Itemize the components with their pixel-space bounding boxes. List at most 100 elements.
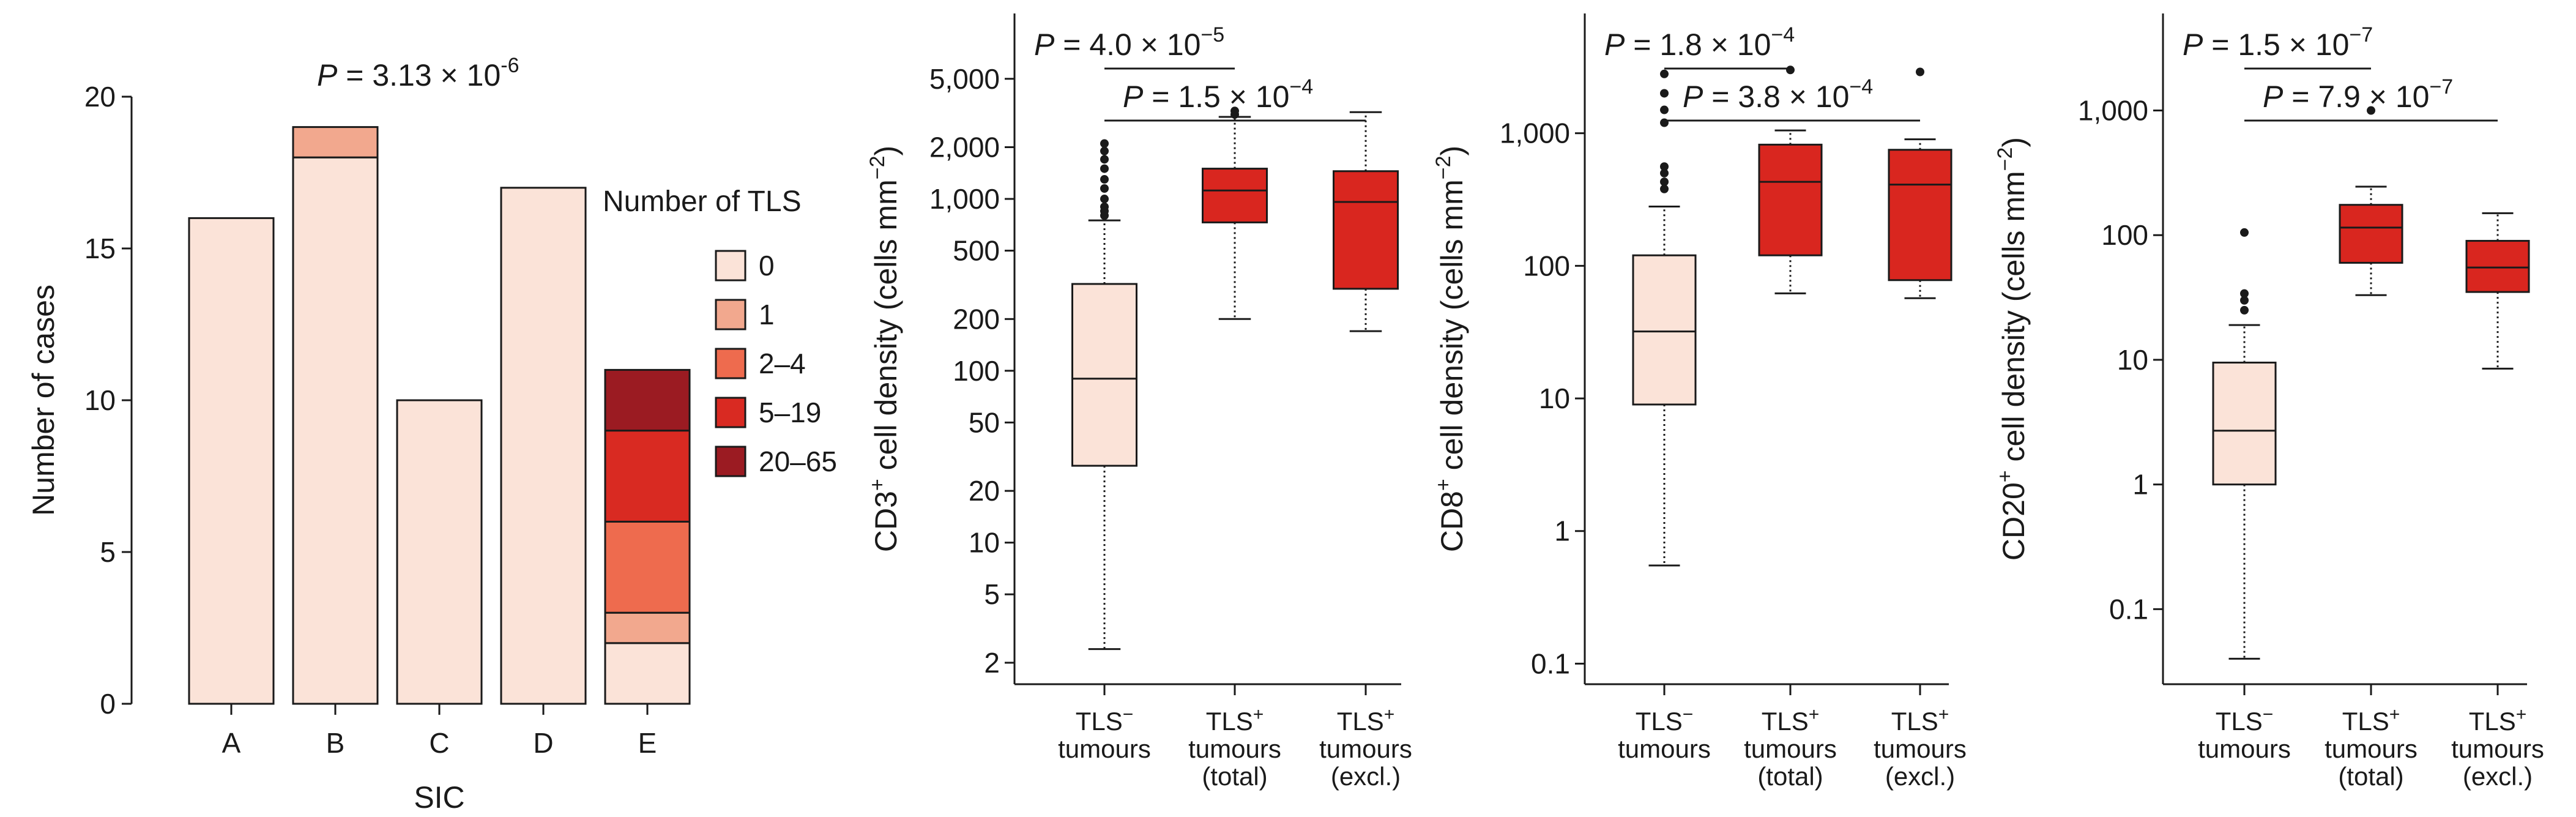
- cd8-box: [1758, 143, 1823, 256]
- cd8-outlier: [1660, 168, 1669, 177]
- sic-bar-segment: [604, 642, 691, 705]
- cd3-y-tick-label: 50: [969, 406, 1000, 438]
- cd8-category-label-line3: (excl.): [1885, 762, 1955, 791]
- sic-y-tick-label: 20: [84, 81, 116, 113]
- cd3-y-tick-label: 100: [953, 355, 1000, 387]
- cd20-outlier: [2240, 296, 2249, 305]
- cd3-outlier: [1230, 106, 1239, 116]
- legend-swatch: [715, 299, 746, 330]
- sic-x-tick-label: C: [429, 727, 449, 759]
- sic-y-tick-label: 0: [100, 688, 116, 720]
- cd3-box: [1071, 283, 1137, 467]
- sic-bar-segment: [500, 187, 587, 705]
- cd20-category-label-line3: (excl.): [2463, 762, 2533, 791]
- cd3-outlier: [1100, 146, 1109, 155]
- sic-p-value: P = 3.13 × 10-6: [317, 54, 519, 92]
- legend-swatch: [715, 250, 746, 282]
- cd3-y-tick-label: 1,000: [929, 183, 1000, 215]
- cd20-category-label-line3: (total): [2338, 762, 2403, 791]
- cd8-y-tick-label: 1,000: [1500, 118, 1570, 149]
- sic-bar-segment: [396, 399, 483, 705]
- legend-label: 5–19: [759, 397, 821, 428]
- cd20-category-label-line2: tumours: [2451, 734, 2544, 763]
- cd20-p-value-1: P = 1.5 × 10−7: [2183, 23, 2373, 62]
- cd20-category-label: TLS+: [2342, 704, 2400, 736]
- cd8-box: [1632, 254, 1697, 406]
- sic-bar-segment: [292, 126, 379, 159]
- cd20-y-tick-label: 10: [2117, 344, 2148, 376]
- cd8-y-tick-label: 10: [1539, 382, 1570, 414]
- sic-y-tick-label: 15: [84, 233, 116, 264]
- sic-bar-segment: [292, 156, 379, 705]
- cd3-category-label-line2: tumours: [1319, 734, 1412, 763]
- legend-label: 20–65: [759, 446, 837, 477]
- cd8-outlier: [1660, 105, 1669, 114]
- cd3-y-tick-label: 5: [984, 578, 1000, 610]
- cd3-y-tick-label: 10: [969, 527, 1000, 559]
- sic-bar-segment: [604, 430, 691, 523]
- cd20-box: [2465, 240, 2530, 293]
- sic-bar-segment: [604, 611, 691, 644]
- cd8-outlier: [1660, 69, 1669, 78]
- sic-y-axis-title: Number of cases: [26, 285, 61, 516]
- cd20-y-tick-label: 1: [2132, 469, 2148, 501]
- cd8-outlier: [1660, 162, 1669, 171]
- cd3-category-label-line3: (excl.): [1331, 762, 1401, 791]
- cd8-y-tick-label: 1: [1554, 515, 1570, 547]
- cd3-outlier: [1100, 155, 1109, 164]
- cd3-category-label: TLS+: [1206, 704, 1264, 736]
- cd20-outlier: [2367, 106, 2375, 115]
- cd8-outlier: [1660, 177, 1669, 187]
- cd20-y-axis-title: CD20+ cell density (cells mm−2): [1993, 137, 2031, 561]
- cd3-y-tick-label: 200: [953, 303, 1000, 335]
- legend-title: Number of TLS: [603, 185, 802, 218]
- cd20-y-tick-label: 0.1: [2109, 593, 2148, 625]
- cd8-p-value-2: P = 3.8 × 10−4: [1683, 75, 1873, 114]
- cd3-y-tick-label: 2,000: [929, 132, 1000, 163]
- cd3-y-tick-label: 20: [969, 475, 1000, 507]
- cd3-category-label-line3: (total): [1202, 762, 1267, 791]
- cd8-outlier: [1916, 67, 1924, 76]
- cd3-category-label-line2: tumours: [1058, 734, 1151, 763]
- cd8-category-label: TLS−: [1636, 704, 1694, 736]
- cd3-y-tick-label: 5,000: [929, 63, 1000, 95]
- cd8-category-label: TLS+: [1891, 704, 1949, 736]
- cd3-p-value-1: P = 4.0 × 10−5: [1034, 23, 1224, 62]
- panel-cd3-boxplot: 2 5 10 20 50 100 200 500 1,000 2,000 5,000 CD3+ cel…: [866, 13, 1412, 791]
- cd3-y-tick-label: 500: [953, 235, 1000, 267]
- sic-bar-segment: [604, 520, 691, 614]
- cd20-category-label: TLS−: [2216, 704, 2274, 736]
- cd8-y-tick-label: 0.1: [1531, 647, 1570, 679]
- cd20-outlier: [2240, 289, 2249, 298]
- cd8-y-tick-label: 100: [1523, 250, 1570, 282]
- legend-swatch: [715, 348, 746, 379]
- sic-x-tick-label: E: [638, 727, 657, 759]
- cd3-outlier: [1100, 195, 1109, 204]
- cd20-category-label-line2: tumours: [2325, 734, 2418, 763]
- cd20-box: [2212, 361, 2277, 486]
- cd8-category-label-line2: tumours: [1874, 734, 1967, 763]
- sic-x-tick-label: A: [222, 727, 241, 759]
- cd3-outlier: [1100, 164, 1109, 173]
- sic-x-tick-label: B: [326, 727, 345, 759]
- cd20-outlier: [2240, 305, 2249, 315]
- cd8-p-value-1: P = 1.8 × 10−4: [1604, 23, 1795, 62]
- legend-label: 2–4: [759, 348, 806, 379]
- cd8-outlier: [1786, 65, 1795, 75]
- cd3-category-label: TLS−: [1076, 704, 1134, 736]
- panel-cd20-boxplot: 0.1 1 10 100 1,000 CD20+ cell density (cells …: [1993, 13, 2544, 791]
- cd20-category-label: TLS+: [2469, 704, 2527, 736]
- cd20-p-value-2: P = 7.9 × 10−7: [2263, 75, 2453, 114]
- cd8-box: [1888, 149, 1952, 282]
- sic-x-tick-label: D: [533, 727, 553, 759]
- cd20-y-tick-label: 100: [2101, 219, 2148, 251]
- sic-bar-segment: [604, 368, 691, 432]
- cd8-category-label-line2: tumours: [1618, 734, 1711, 763]
- cd8-category-label: TLS+: [1762, 704, 1820, 736]
- sic-bar-segment: [188, 217, 275, 705]
- cd3-outlier: [1100, 202, 1109, 211]
- cd20-outlier: [2240, 228, 2249, 237]
- cd20-y-tick-label: 1,000: [2078, 95, 2148, 127]
